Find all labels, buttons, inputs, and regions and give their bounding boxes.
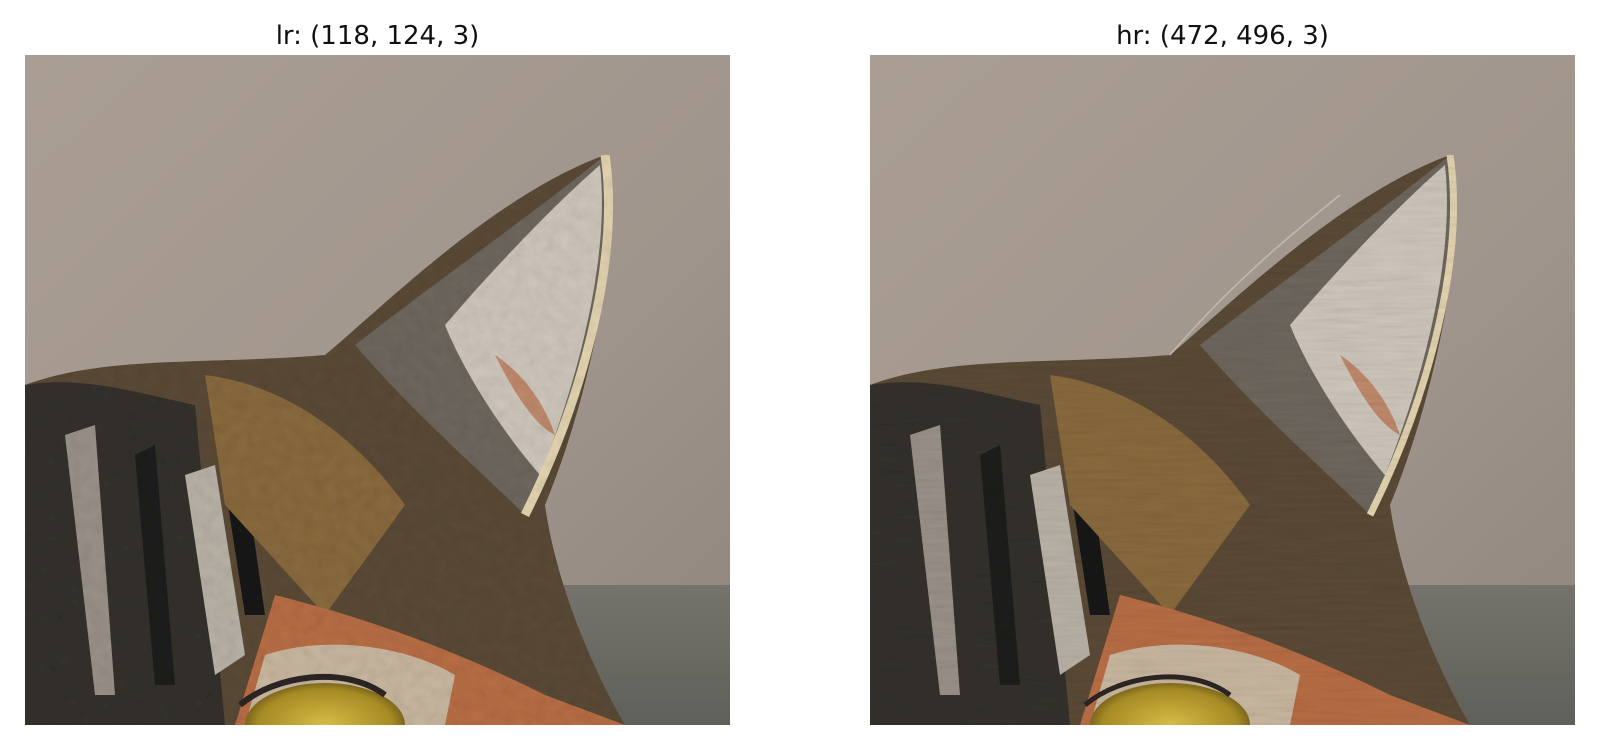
hr-cat-ear-image <box>870 55 1575 725</box>
lr-image-title: lr: (118, 124, 3) <box>275 21 480 51</box>
lr-cat-ear-picture <box>25 55 730 725</box>
lr-cat-ear-image <box>25 55 730 725</box>
hr-image-title: hr: (472, 496, 3) <box>1116 21 1329 51</box>
hr-cat-ear-picture <box>870 55 1575 725</box>
